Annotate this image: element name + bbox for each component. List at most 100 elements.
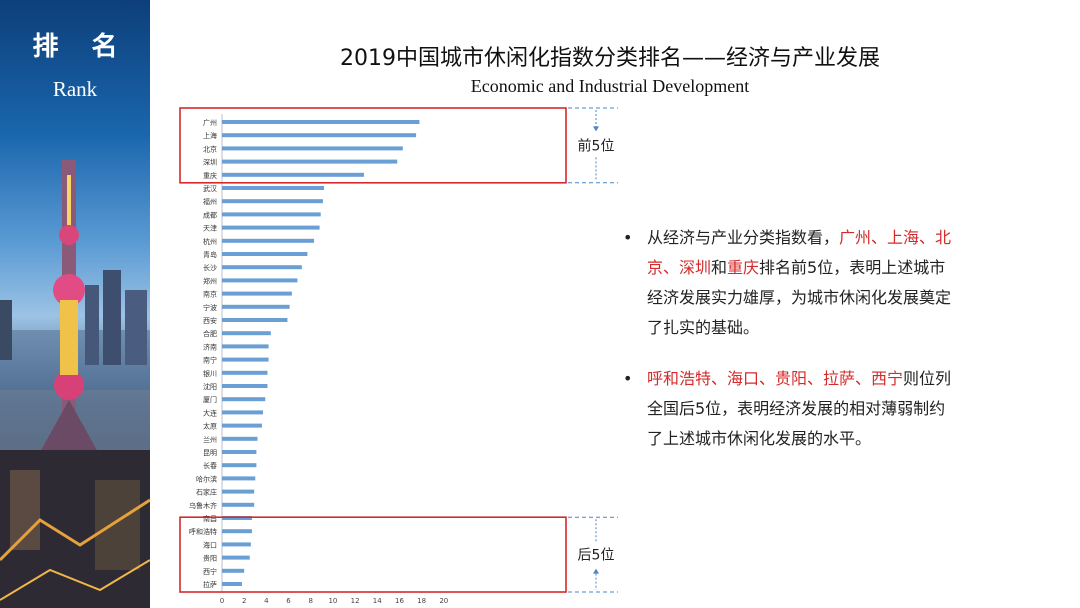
category-label: 呼和浩特 [189, 527, 217, 536]
category-label: 拉萨 [203, 580, 217, 589]
bar [222, 252, 308, 256]
note-segment: 从经济与产业分类指数看， [647, 228, 840, 247]
bar [222, 238, 315, 243]
note-segment: 和 [711, 258, 728, 277]
bar [222, 450, 257, 454]
note-bottom5: • 呼和浩特、海口、贵阳、拉萨、西宁则位列全国后5位，表明经济发展的相对薄弱制约… [623, 364, 955, 454]
bar [222, 304, 290, 309]
bullet-icon: • [623, 228, 633, 247]
bar [222, 423, 262, 428]
category-label: 郑州 [203, 277, 217, 285]
bar [222, 278, 298, 283]
city-skyline-image [0, 160, 150, 608]
top5-frame [179, 107, 567, 184]
note-text: 从经济与产业分类指数看，广州、上海、北京、深圳和重庆排名前5位，表明上述城市经济… [625, 223, 955, 343]
note-text: 呼和浩特、海口、贵阳、拉萨、西宁则位列全国后5位，表明经济发展的相对薄弱制约了上… [625, 364, 955, 454]
x-tick-label: 4 [264, 597, 269, 604]
bar [222, 120, 420, 124]
category-label: 石家庄 [196, 488, 217, 497]
bar [222, 172, 364, 177]
page-subtitle: Economic and Industrial Development [470, 76, 750, 96]
bar [222, 529, 252, 534]
note-segment: 则位列全国后5位，表明经济发展的相对薄弱制约了上述城市休闲化发展的水平。 [647, 369, 952, 448]
ranking-bar-chart: 广州上海北京深圳重庆武汉福州成都天津杭州青岛长沙郑州南京宁波西安合肥济南南宁银川… [179, 107, 618, 604]
category-label: 青岛 [203, 250, 217, 259]
arrow-down-icon [593, 126, 599, 132]
category-label: 银川 [203, 369, 217, 378]
x-tick-label: 14 [373, 597, 382, 604]
x-tick-label: 10 [328, 597, 337, 604]
category-label: 南宁 [203, 356, 217, 365]
bar [222, 357, 269, 362]
bar [222, 199, 323, 204]
bar [222, 384, 268, 388]
rank-banner: 排 名 Rank [0, 0, 150, 608]
x-tick-label: 18 [417, 597, 426, 604]
category-label: 济南 [203, 342, 217, 351]
bar [222, 133, 417, 138]
x-tick-label: 2 [242, 597, 246, 604]
category-label: 太原 [203, 422, 217, 431]
note-top5: • 从经济与产业分类指数看，广州、上海、北京、深圳和重庆排名前5位，表明上述城市… [623, 223, 955, 343]
bar [222, 463, 257, 468]
bar [222, 318, 288, 322]
page-title: 2019中国城市休闲化指数分类排名——经济与产业发展 [340, 46, 880, 71]
category-label: 重庆 [203, 171, 217, 180]
bottom5-label: 后5位 [578, 548, 615, 564]
category-label: 杭州 [203, 237, 217, 246]
arrow-up-icon [593, 568, 599, 574]
category-label: 广州 [203, 118, 217, 127]
category-label: 南京 [203, 290, 217, 299]
bar [222, 410, 264, 415]
x-tick-label: 20 [439, 597, 448, 604]
note-segment-highlight: 重庆 [727, 258, 760, 277]
category-label: 上海 [203, 131, 217, 140]
x-tick-label: 0 [220, 597, 224, 604]
bar [222, 370, 268, 375]
category-label: 沈阳 [203, 382, 217, 391]
category-label: 海口 [203, 540, 217, 549]
banner-title-en: Rank [52, 77, 98, 101]
category-label: 长沙 [203, 263, 217, 272]
category-label: 西宁 [203, 567, 217, 576]
bar [222, 186, 325, 190]
category-label: 南昌 [203, 514, 217, 523]
category-label: 兰州 [203, 435, 217, 444]
category-label: 天津 [203, 225, 217, 233]
bar [222, 265, 302, 270]
category-label: 贵阳 [203, 554, 217, 563]
bar [222, 159, 398, 164]
x-tick-label: 12 [351, 597, 360, 604]
bottom5-frame [179, 516, 567, 593]
bar [222, 212, 321, 217]
bar [222, 542, 251, 547]
category-label: 福州 [203, 197, 217, 206]
category-label: 成都 [203, 210, 217, 219]
note-segment: 排名前5位，表明上述城市经济发展实力雄厚，为城市休闲化发展奠定了扎实的基础。 [647, 258, 952, 337]
bar [222, 476, 256, 481]
category-label: 乌鲁木齐 [189, 501, 217, 510]
x-tick-label: 16 [395, 597, 404, 604]
bar [222, 291, 292, 296]
category-label: 长春 [203, 461, 217, 470]
category-label: 西安 [203, 316, 217, 325]
bar [222, 331, 271, 336]
bar [222, 146, 403, 151]
top5-label: 前5位 [578, 137, 615, 154]
bar [222, 225, 320, 230]
note-segment-highlight: 广州、上海、北京、深圳 [647, 228, 952, 277]
bullet-icon: • [623, 369, 633, 388]
bar [222, 489, 255, 494]
note-segment-highlight: 呼和浩特、海口、贵阳、拉萨、西宁 [647, 369, 904, 388]
category-label: 昆明 [203, 449, 217, 457]
category-label: 哈尔滨 [196, 474, 217, 483]
x-tick-label: 8 [308, 597, 312, 604]
bar [222, 568, 245, 573]
category-label: 北京 [203, 144, 217, 153]
bar [222, 502, 255, 507]
bar [222, 344, 269, 349]
bar [222, 436, 258, 441]
category-label: 厦门 [203, 395, 217, 404]
category-label: 宁波 [203, 303, 217, 312]
x-tick-label: 6 [286, 597, 291, 604]
